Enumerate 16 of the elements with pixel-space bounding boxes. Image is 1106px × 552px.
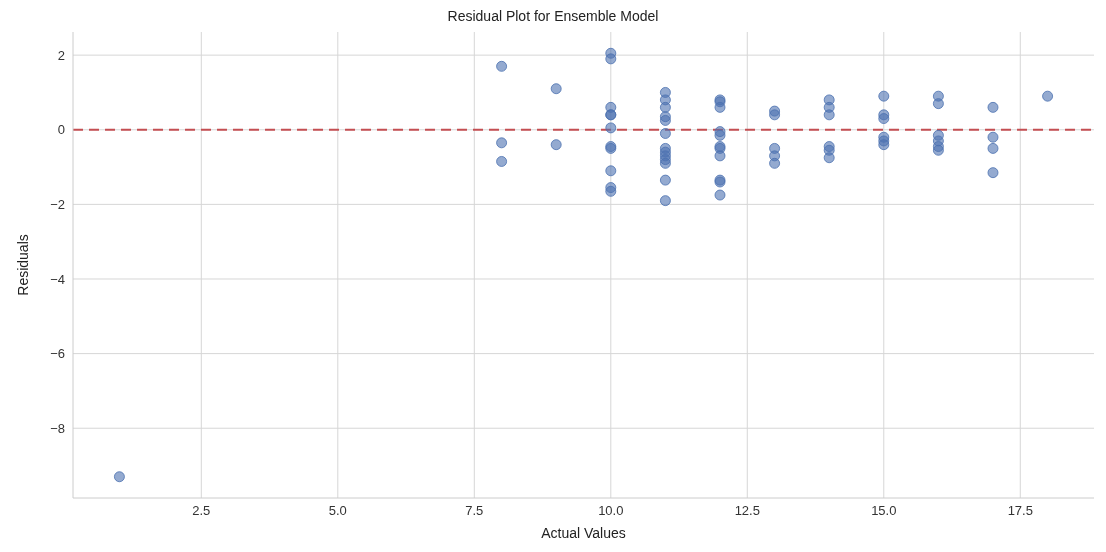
y-tick-label: −6 bbox=[50, 346, 65, 362]
y-tick-label: −8 bbox=[50, 420, 65, 436]
y-tick-label: 0 bbox=[57, 122, 65, 138]
y-tick-label: −2 bbox=[50, 196, 65, 212]
x-tick-label: 7.5 bbox=[465, 503, 484, 519]
x-tick-label: 5.0 bbox=[328, 503, 347, 519]
x-tick-label: 17.5 bbox=[1007, 503, 1033, 519]
y-axis-title: Residuals bbox=[14, 234, 31, 296]
x-axis-title: Actual Values bbox=[541, 525, 626, 541]
chart-title: Residual Plot for Ensemble Model bbox=[446, 8, 660, 26]
y-tick-label: −4 bbox=[50, 271, 65, 287]
y-tick-label: 2 bbox=[57, 47, 65, 63]
x-tick-label: 15.0 bbox=[871, 503, 897, 519]
x-tick-label: 2.5 bbox=[192, 503, 211, 519]
x-tick-label: 10.0 bbox=[598, 503, 624, 519]
x-tick-label: 12.5 bbox=[734, 503, 760, 519]
